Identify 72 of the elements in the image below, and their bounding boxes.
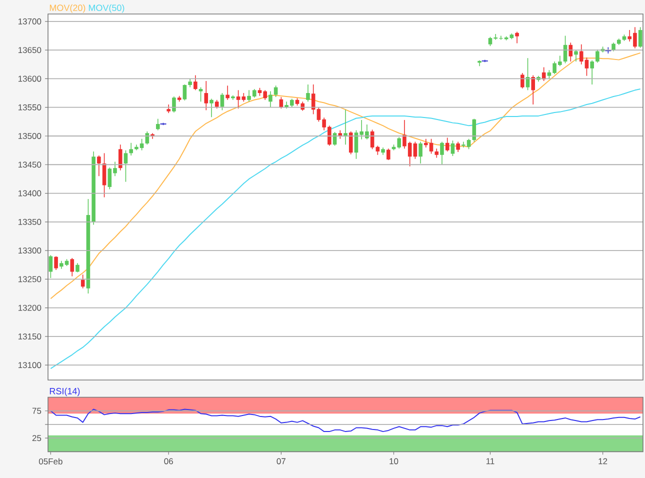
y-tick-label: 13150 bbox=[18, 333, 42, 340]
candlestick bbox=[386, 148, 390, 160]
y-tick-label: 13700 bbox=[18, 18, 42, 24]
x-tick-label: 10 bbox=[390, 458, 398, 464]
x-tick-label: 12 bbox=[598, 458, 608, 464]
y-tick-label: 13650 bbox=[18, 47, 42, 54]
y-tick-label: 13250 bbox=[18, 276, 42, 282]
x-tick-label: 06 bbox=[164, 458, 173, 464]
y-tick-label: 25 bbox=[32, 435, 42, 442]
candlestick bbox=[220, 92, 224, 111]
candlestick bbox=[638, 26, 642, 48]
candlestick bbox=[70, 258, 74, 277]
candlestick bbox=[370, 129, 374, 150]
y-tick-label: 13450 bbox=[18, 162, 42, 168]
y-tick-label: 13550 bbox=[18, 104, 42, 110]
candlestick bbox=[129, 142, 133, 156]
text: MOV(20) bbox=[50, 4, 86, 13]
candlestick bbox=[563, 35, 568, 64]
candlestick bbox=[332, 132, 337, 146]
y-tick-label: 13100 bbox=[18, 362, 42, 368]
candlestick bbox=[198, 86, 203, 102]
candlestick bbox=[182, 84, 187, 101]
candlestick bbox=[210, 98, 214, 118]
candlestick bbox=[76, 262, 80, 273]
candlestick bbox=[54, 256, 58, 270]
candlestick bbox=[268, 90, 272, 108]
y-tick-label: 13500 bbox=[18, 132, 42, 139]
y-tick-label: 13300 bbox=[18, 248, 42, 254]
y-tick-label: 13350 bbox=[18, 218, 42, 225]
candlestick bbox=[413, 141, 418, 160]
series-label: RSI(14) bbox=[50, 388, 80, 396]
candlestick bbox=[418, 141, 422, 164]
y-tick-label: 13200 bbox=[18, 304, 42, 311]
candlestick bbox=[574, 50, 578, 62]
candlestick bbox=[515, 31, 519, 44]
candlestick bbox=[445, 137, 450, 152]
x-tick-label: 05Feb bbox=[38, 458, 62, 464]
candlestick bbox=[456, 141, 460, 152]
candlestick bbox=[97, 155, 101, 176]
candlestick bbox=[274, 85, 278, 98]
candlestick bbox=[204, 80, 208, 111]
candlestick bbox=[450, 140, 455, 156]
candlestick bbox=[145, 131, 150, 145]
candlestick bbox=[568, 42, 573, 62]
candlestick bbox=[311, 84, 316, 115]
candlestick bbox=[520, 72, 524, 89]
x-tick-label: 07 bbox=[276, 458, 286, 464]
y-tick-label: 13400 bbox=[18, 190, 42, 196]
candlestick bbox=[306, 84, 310, 102]
candlestick bbox=[472, 118, 476, 142]
x-tick-label: 11 bbox=[486, 458, 494, 464]
candlestick bbox=[590, 60, 594, 85]
candlestick bbox=[48, 254, 53, 278]
y-tick-label: 75 bbox=[32, 408, 42, 414]
candlestick bbox=[172, 96, 176, 113]
y-tick-label: 13600 bbox=[18, 76, 42, 82]
candlestick bbox=[348, 131, 353, 155]
candlestick bbox=[194, 74, 198, 91]
candlestick bbox=[526, 58, 530, 91]
candlestick bbox=[236, 90, 240, 109]
candlestick bbox=[80, 274, 85, 289]
candlestick bbox=[440, 141, 444, 166]
candlestick bbox=[596, 49, 600, 64]
candlestick bbox=[531, 74, 536, 105]
candlestick bbox=[434, 148, 439, 158]
text: MOV(50) bbox=[88, 4, 124, 13]
candlestick bbox=[124, 150, 128, 182]
candlestick bbox=[102, 152, 106, 198]
candlestick bbox=[118, 144, 122, 171]
candlestick bbox=[376, 145, 380, 156]
candlestick bbox=[226, 85, 230, 100]
candlestick bbox=[156, 118, 160, 131]
